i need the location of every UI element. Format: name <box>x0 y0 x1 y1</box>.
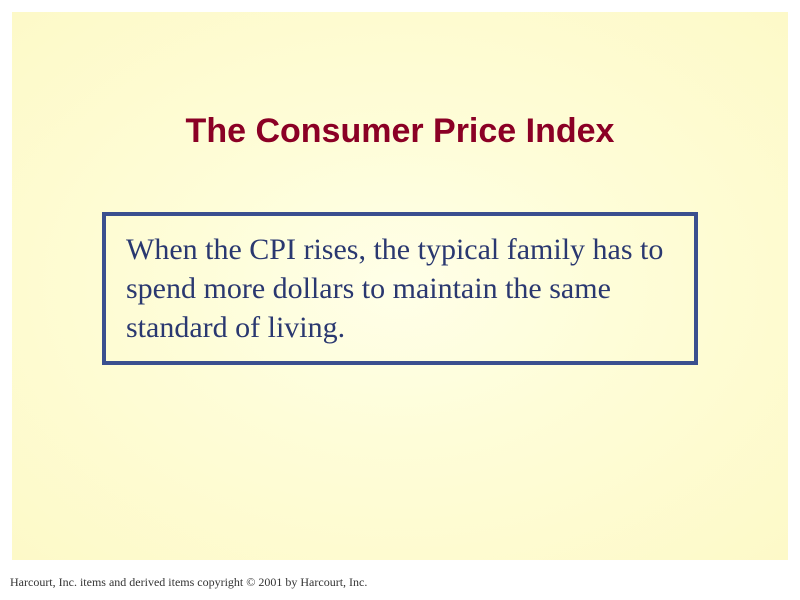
copyright-footer: Harcourt, Inc. items and derived items c… <box>10 575 367 590</box>
content-box: When the CPI rises, the typical family h… <box>102 212 698 365</box>
content-text: When the CPI rises, the typical family h… <box>126 230 674 347</box>
slide-container: The Consumer Price Index When the CPI ri… <box>12 12 788 560</box>
slide-title: The Consumer Price Index <box>12 112 788 151</box>
